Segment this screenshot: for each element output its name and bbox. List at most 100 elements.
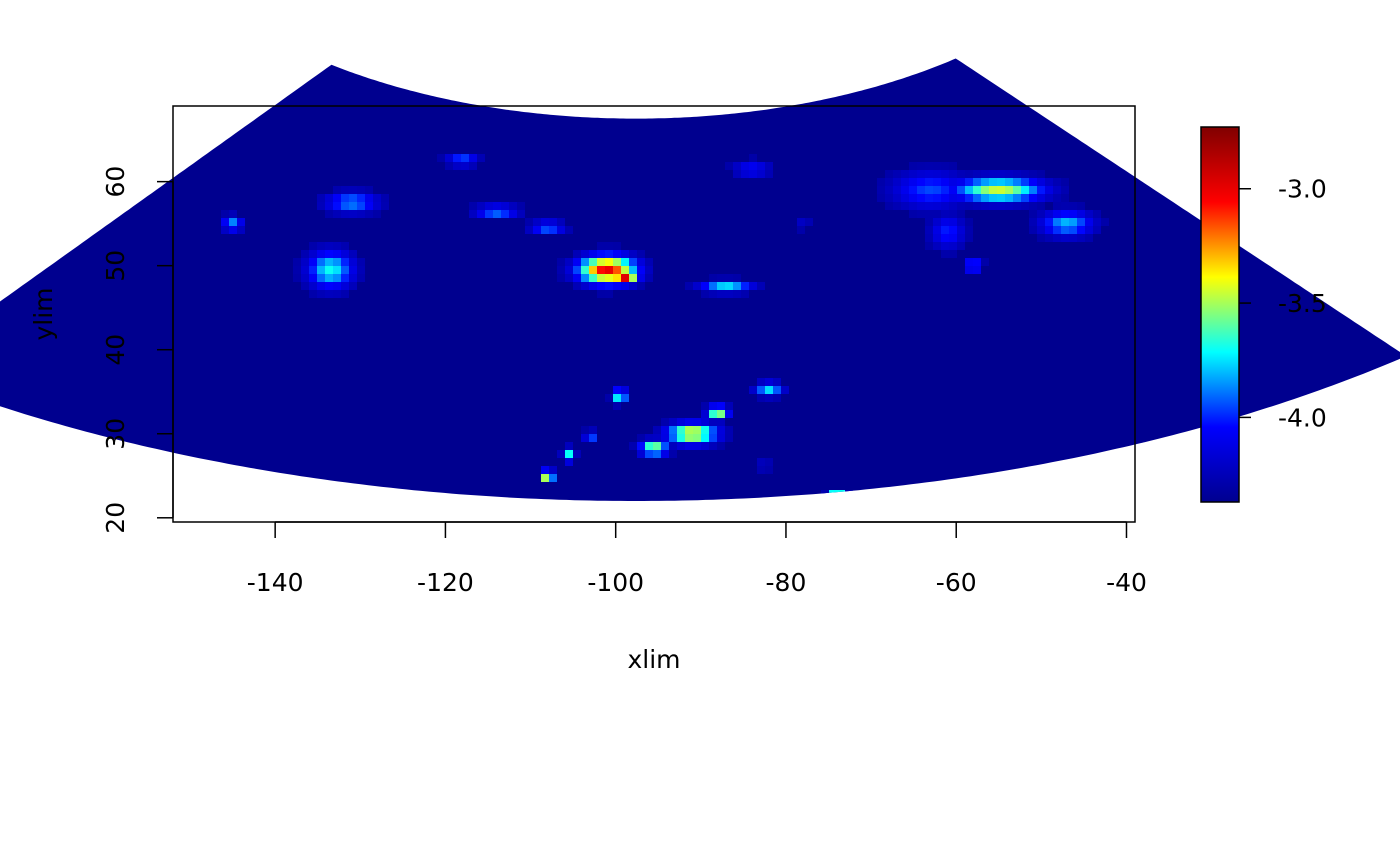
heatmap-cell: [349, 258, 357, 266]
heatmap-cell: [917, 210, 925, 218]
heatmap-cell: [293, 266, 301, 274]
heatmap-cell: [1061, 226, 1069, 234]
heatmap-cell: [333, 266, 341, 274]
heatmap-cell: [965, 218, 973, 226]
heatmap-cell: [1093, 226, 1101, 234]
heatmap-cell: [1061, 234, 1069, 242]
heatmap-cell: [965, 194, 973, 202]
heatmap-cell: [645, 274, 653, 282]
colorbar-tick-label: -3.5: [1278, 289, 1327, 318]
heatmap-cell: [477, 210, 485, 218]
heatmap-cell: [645, 258, 653, 266]
heatmap-cell: [893, 194, 901, 202]
heatmap-cell: [357, 186, 365, 194]
heatmap-cell: [709, 426, 717, 434]
heatmap-cell: [957, 170, 965, 178]
heatmap-cell: [525, 218, 533, 226]
heatmap-cell: [1029, 218, 1037, 226]
heatmap-cell: [1085, 210, 1093, 218]
heatmap-cell: [757, 394, 765, 402]
heatmap-cell: [613, 274, 621, 282]
heatmap-cell: [925, 186, 933, 194]
heatmap-cell: [925, 242, 933, 250]
heatmap-cell: [957, 242, 965, 250]
heatmap-cell: [1013, 194, 1021, 202]
heatmap-cell: [1005, 170, 1013, 178]
heatmap-cell: [925, 194, 933, 202]
heatmap-cell: [1005, 194, 1013, 202]
heatmap-cell: [341, 250, 349, 258]
heatmap-cell: [805, 218, 813, 226]
heatmap-cell: [1029, 226, 1037, 234]
heatmap-cell: [309, 274, 317, 282]
heatmap-cell: [637, 266, 645, 274]
heatmap-cell: [925, 226, 933, 234]
heatmap-cell: [549, 474, 557, 482]
heatmap-cell: [661, 434, 669, 442]
heatmap-cell: [629, 266, 637, 274]
heatmap-cell: [1077, 202, 1085, 210]
heatmap-cell: [685, 418, 693, 426]
heatmap-cell: [565, 458, 573, 466]
heatmap-cell: [357, 274, 365, 282]
heatmap-cell: [469, 154, 477, 162]
heatmap-cell: [917, 202, 925, 210]
heatmap-cell: [741, 162, 749, 170]
heatmap-cell: [965, 178, 973, 186]
heatmap-cell: [893, 186, 901, 194]
heatmap-cell: [773, 386, 781, 394]
heatmap-cell: [325, 242, 333, 250]
heatmap-cell: [541, 466, 549, 474]
heatmap-cell: [309, 266, 317, 274]
heatmap-cell: [669, 426, 677, 434]
heatmap-cell: [701, 418, 709, 426]
heatmap-cell: [485, 210, 493, 218]
heatmap-cell: [533, 218, 541, 226]
heatmap-cell: [1053, 186, 1061, 194]
heatmap-cell: [309, 282, 317, 290]
heatmap-cell: [1069, 226, 1077, 234]
heatmap-cell: [309, 290, 317, 298]
heatmap-cell: [301, 274, 309, 282]
y-tick-label: 50: [101, 250, 130, 282]
heatmap-cell: [925, 234, 933, 242]
heatmap-cell: [1037, 186, 1045, 194]
heatmap-cell: [933, 178, 941, 186]
heatmap-cell: [629, 442, 637, 450]
heatmap-cell: [941, 250, 949, 258]
heatmap-cell: [517, 210, 525, 218]
heatmap-cell: [613, 386, 621, 394]
heatmap-cell: [573, 258, 581, 266]
heatmap-cell: [645, 450, 653, 458]
heatmap-cell: [949, 226, 957, 234]
heatmap-cell: [725, 426, 733, 434]
heatmap-cell: [1053, 210, 1061, 218]
heatmap-cell: [1037, 210, 1045, 218]
heatmap-cell: [1101, 218, 1109, 226]
heatmap-cell: [605, 266, 613, 274]
heatmap-cell: [893, 202, 901, 210]
heatmap-cell: [733, 170, 741, 178]
heatmap-cell: [557, 266, 565, 274]
heatmap-cell: [237, 226, 245, 234]
y-tick-label: 40: [101, 334, 130, 366]
heatmap-cell: [725, 282, 733, 290]
heatmap-cell: [333, 290, 341, 298]
heatmap-cell: [669, 434, 677, 442]
heatmap-cell: [677, 442, 685, 450]
heatmap-cell: [757, 466, 765, 474]
heatmap-cell: [669, 442, 677, 450]
heatmap-cell: [925, 162, 933, 170]
heatmap-cell: [557, 258, 565, 266]
heatmap-cell: [941, 186, 949, 194]
heatmap-cell: [557, 274, 565, 282]
heatmap-cell: [765, 458, 773, 466]
heatmap-cell: [573, 450, 581, 458]
heatmap-cell: [949, 210, 957, 218]
heatmap-cell: [325, 274, 333, 282]
heatmap-cell: [349, 282, 357, 290]
heatmap-cell: [989, 202, 997, 210]
heatmap-cell: [797, 226, 805, 234]
heatmap-cell: [1045, 186, 1053, 194]
heatmap-cell: [325, 290, 333, 298]
